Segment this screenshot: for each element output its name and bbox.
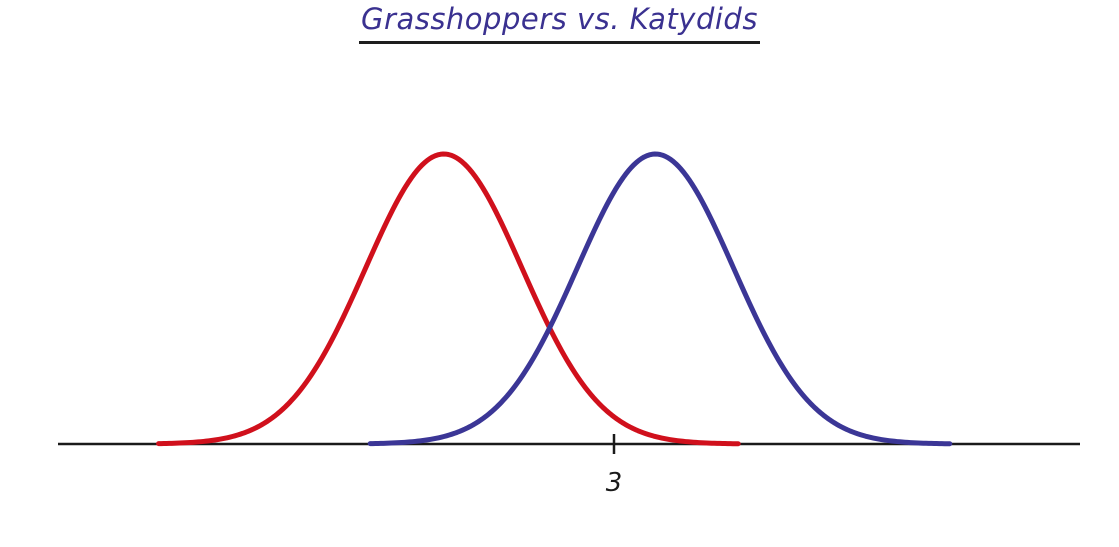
series-curve-1 <box>367 151 953 447</box>
chart-title: Grasshoppers vs. Katydids <box>0 2 1119 44</box>
chart-title-text: Grasshoppers vs. Katydids <box>359 2 760 44</box>
chart-series <box>156 151 953 447</box>
x-axis-ticks: 3 <box>606 434 623 498</box>
series-curve-0 <box>156 151 741 447</box>
x-tick-label-0: 3 <box>606 468 623 498</box>
